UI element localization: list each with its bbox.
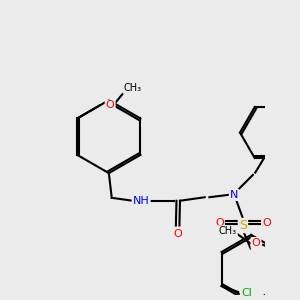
Text: O: O bbox=[262, 218, 271, 228]
Text: O: O bbox=[173, 229, 182, 239]
Text: CH₃: CH₃ bbox=[124, 83, 142, 93]
Text: O: O bbox=[215, 218, 224, 228]
Text: Cl: Cl bbox=[241, 288, 252, 298]
Text: S: S bbox=[239, 219, 247, 232]
Text: NH: NH bbox=[133, 196, 150, 206]
Text: O: O bbox=[252, 238, 260, 248]
Text: N: N bbox=[230, 190, 238, 200]
Text: CH₃: CH₃ bbox=[219, 226, 237, 236]
Text: O: O bbox=[106, 100, 115, 110]
